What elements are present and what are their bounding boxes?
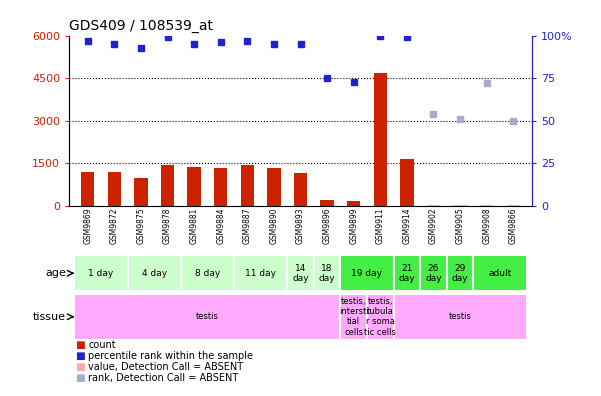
Text: tissue: tissue xyxy=(33,312,66,322)
Text: 26
day: 26 day xyxy=(425,264,442,283)
Text: 18
day: 18 day xyxy=(319,264,335,283)
Bar xyxy=(314,255,340,291)
Text: testis,
tubula
r soma
tic cells: testis, tubula r soma tic cells xyxy=(364,297,396,337)
Bar xyxy=(340,255,394,291)
Bar xyxy=(181,255,234,291)
Bar xyxy=(75,255,127,291)
Text: testis: testis xyxy=(448,312,472,321)
Bar xyxy=(81,172,94,206)
Text: 8 day: 8 day xyxy=(195,269,220,278)
Bar xyxy=(474,255,526,291)
Bar xyxy=(507,204,520,206)
Text: ■: ■ xyxy=(75,373,85,383)
Text: age: age xyxy=(45,268,66,278)
Bar xyxy=(400,159,413,206)
Text: testis: testis xyxy=(196,312,219,321)
Bar xyxy=(480,204,493,206)
Bar xyxy=(134,177,148,206)
Bar xyxy=(75,294,340,340)
Bar xyxy=(340,294,367,340)
Text: 11 day: 11 day xyxy=(245,269,276,278)
Bar xyxy=(214,168,227,206)
Bar xyxy=(447,255,474,291)
Text: ■: ■ xyxy=(75,362,85,372)
Bar xyxy=(453,204,467,206)
Bar xyxy=(161,165,174,206)
Bar xyxy=(108,172,121,206)
Text: 4 day: 4 day xyxy=(142,269,167,278)
Bar xyxy=(427,204,440,206)
Text: rank, Detection Call = ABSENT: rank, Detection Call = ABSENT xyxy=(88,373,239,383)
Text: ■: ■ xyxy=(75,339,85,350)
Bar xyxy=(420,255,447,291)
Text: adult: adult xyxy=(489,269,511,278)
Text: 21
day: 21 day xyxy=(398,264,415,283)
Text: percentile rank within the sample: percentile rank within the sample xyxy=(88,350,254,361)
Text: 14
day: 14 day xyxy=(292,264,309,283)
Text: GDS409 / 108539_at: GDS409 / 108539_at xyxy=(69,19,213,33)
Bar xyxy=(374,72,387,206)
Bar xyxy=(240,165,254,206)
Bar xyxy=(320,200,334,206)
Bar xyxy=(267,168,281,206)
Bar xyxy=(394,255,420,291)
Bar xyxy=(234,255,287,291)
Text: 19 day: 19 day xyxy=(352,269,382,278)
Bar xyxy=(367,294,394,340)
Bar xyxy=(287,255,314,291)
Text: value, Detection Call = ABSENT: value, Detection Call = ABSENT xyxy=(88,362,243,372)
Text: ■: ■ xyxy=(75,350,85,361)
Text: count: count xyxy=(88,339,116,350)
Bar xyxy=(294,173,307,206)
Bar xyxy=(347,201,361,206)
Bar xyxy=(188,167,201,206)
Text: 29
day: 29 day xyxy=(452,264,468,283)
Text: 1 day: 1 day xyxy=(88,269,114,278)
Bar xyxy=(394,294,526,340)
Text: testis,
intersti
tial
cells: testis, intersti tial cells xyxy=(339,297,368,337)
Bar xyxy=(127,255,181,291)
